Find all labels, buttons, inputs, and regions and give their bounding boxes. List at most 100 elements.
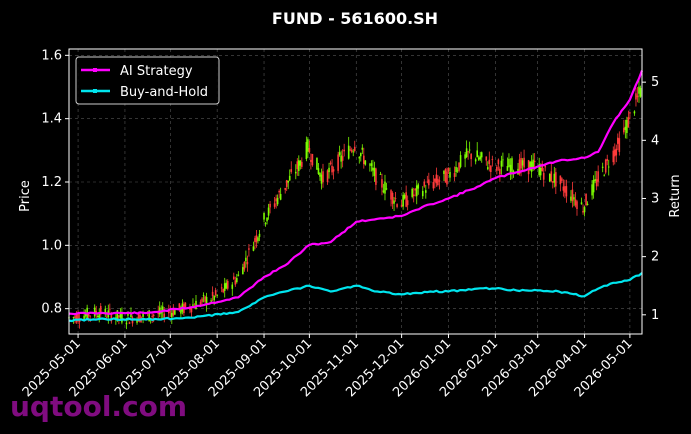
candle-body [199,301,202,306]
candle-body [169,311,172,313]
candle-body [393,200,395,204]
candle-body [518,159,521,174]
candle-body [626,119,628,133]
candle-body [363,155,365,165]
candle-body [405,192,407,207]
candle-body [172,308,175,316]
candle-body [573,197,575,200]
candle-body [337,154,339,171]
candle-body [434,178,436,182]
candle-body [72,317,75,318]
candle-body [372,167,374,171]
candle-body [585,193,587,206]
candle-body [287,180,290,183]
candle-body [305,141,308,160]
candle-body [541,163,544,171]
candle-body [77,313,79,321]
candle-body [202,294,205,296]
candle-body [322,171,324,183]
candle-body [509,164,512,175]
y2-axis-label: Return [668,174,683,217]
candle-body [361,147,364,150]
candle-body [601,166,604,168]
legend-marker-buy-and-hold [93,89,97,93]
chart-title: FUND - 561600.SH [272,9,438,28]
candle-body [105,316,108,318]
candle-body [497,159,500,165]
candle-body [485,156,488,161]
candle-body [595,179,598,187]
candle-body [490,165,492,173]
candle-body [464,154,466,159]
candle-body [542,172,545,180]
candle-body [564,186,566,193]
candle-body [353,146,356,151]
candle-body [402,194,404,207]
candle-body [574,199,577,206]
candle-body [195,300,197,310]
candle-body [116,310,119,320]
candle-body [465,148,468,158]
candle-body [237,274,240,276]
candle-body [222,289,225,293]
candle-body [284,187,286,190]
candle-body [341,156,344,161]
candle-body [142,312,144,317]
candle-body [269,203,271,208]
candle-body [223,283,226,291]
candle-body [210,300,212,302]
candle-body [381,179,383,188]
candle-body [110,314,113,322]
candle-body [288,175,291,181]
candle-body [104,308,107,315]
candle-body [638,86,640,94]
candle-body [623,127,625,133]
candle-body [99,306,102,315]
candle-body [400,204,403,207]
candle-body [491,158,494,160]
candle-body [285,180,288,187]
candle-body [633,111,636,114]
candle-body [350,149,353,152]
candle-body [523,157,525,168]
candle-body [613,149,616,157]
candle-body [148,310,150,322]
candle-body [550,171,553,182]
candle-body [375,168,377,185]
candle-body [561,178,563,181]
candle-body [308,147,311,153]
candle-body [544,165,547,168]
candle-body [89,315,91,317]
candle-body [163,313,166,319]
candle-body [211,291,214,297]
candle-body [411,188,413,197]
candle-body [127,312,129,316]
candle-body [220,287,223,289]
candle-body [205,296,208,306]
candle-body [612,150,615,163]
candle-body [84,314,87,316]
candle-body [316,157,318,170]
candle-body [500,160,503,167]
candle-body [121,313,123,323]
candle-body [214,290,217,296]
candle-body [533,160,536,163]
candle-body [406,200,409,206]
candle-body [267,207,270,216]
candle-body [520,157,522,169]
y-tick-label: 1.4 [41,112,62,127]
candle-body [151,315,153,317]
candle-body [307,139,309,152]
candle-body [459,155,462,167]
y2-tick-label: 2 [651,250,659,265]
series-lines [68,70,644,323]
candle-body [583,207,586,213]
candle-body [385,188,388,190]
y-tick-label: 0.8 [41,302,62,317]
series-line-ai-strategy [68,70,644,316]
candle-body [486,167,489,170]
candle-body [93,307,96,317]
candle-body [476,150,479,158]
candle-body [502,159,504,161]
candle-body [340,155,342,162]
